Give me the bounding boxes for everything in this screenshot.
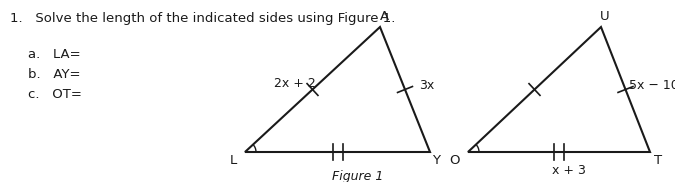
Text: 1.   Solve the length of the indicated sides using Figure 1.: 1. Solve the length of the indicated sid… — [10, 12, 396, 25]
Text: 5x − 10: 5x − 10 — [628, 79, 675, 92]
Text: x + 3: x + 3 — [552, 163, 586, 177]
Text: U: U — [600, 10, 610, 23]
Text: b.   AY=: b. AY= — [28, 68, 80, 80]
Text: L: L — [230, 154, 237, 167]
Text: O: O — [450, 154, 460, 167]
Text: 3x: 3x — [419, 79, 435, 92]
Text: T: T — [654, 154, 662, 167]
Text: Y: Y — [432, 154, 440, 167]
Text: Figure 1: Figure 1 — [332, 170, 383, 182]
Text: a.   LA=: a. LA= — [28, 48, 80, 60]
Text: 2x + 2: 2x + 2 — [273, 77, 315, 90]
Text: A: A — [379, 10, 389, 23]
Text: c.   OT=: c. OT= — [28, 88, 82, 100]
